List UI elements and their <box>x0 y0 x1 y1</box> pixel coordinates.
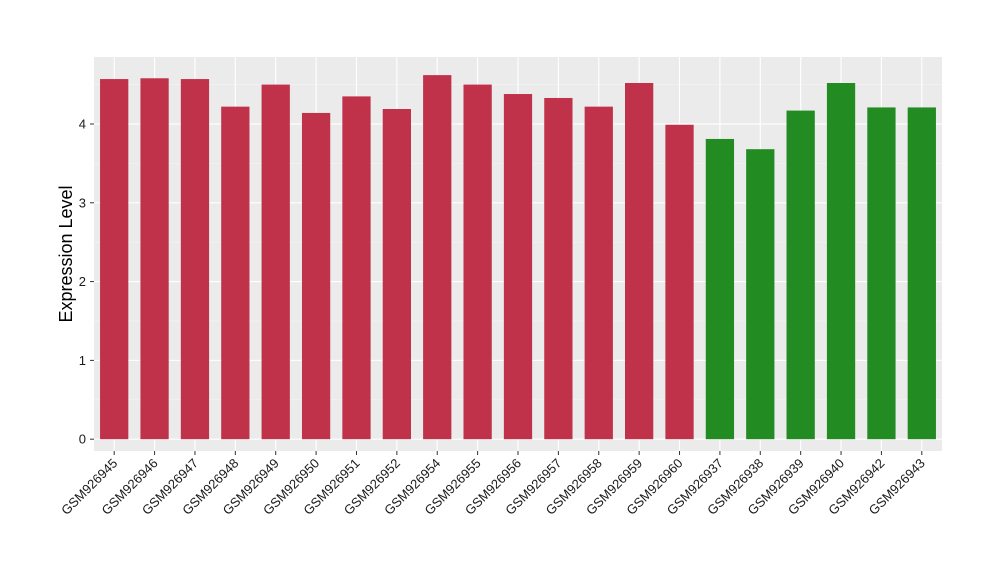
bar-GSM926939 <box>786 110 815 440</box>
bar-GSM926957 <box>544 97 573 440</box>
bar-GSM926960 <box>665 124 694 440</box>
bar-GSM926950 <box>301 112 331 440</box>
x-axis: GSM926945GSM926946GSM926947GSM926948GSM9… <box>58 451 928 518</box>
bars-layer <box>100 75 936 440</box>
bar-GSM926948 <box>221 106 250 440</box>
y-tick-label: 1 <box>79 353 86 368</box>
bar-GSM926951 <box>342 96 371 440</box>
bar-GSM926946 <box>140 78 169 440</box>
bar-GSM926955 <box>463 84 492 440</box>
bar-GSM926954 <box>423 75 452 440</box>
bar-GSM926959 <box>625 83 654 440</box>
bar-GSM926942 <box>867 107 896 440</box>
bar-GSM926943 <box>907 107 936 440</box>
bar-GSM926937 <box>705 138 735 440</box>
y-axis-label: Expression Level <box>56 185 76 322</box>
y-tick-label: 4 <box>79 116 86 131</box>
y-axis: 0 1 2 3 4 <box>79 116 94 447</box>
bar-GSM926958 <box>584 106 613 440</box>
y-tick-label: 3 <box>79 195 86 210</box>
y-tick-label: 2 <box>79 274 86 289</box>
y-tick-label: 0 <box>79 432 86 447</box>
bar-GSM926956 <box>503 94 533 440</box>
bar-GSM926938 <box>746 149 775 440</box>
bar-GSM926945 <box>100 79 129 440</box>
bar-GSM926952 <box>382 109 411 440</box>
bar-GSM926947 <box>180 79 210 440</box>
bar-GSM926940 <box>826 83 856 440</box>
bar-GSM926949 <box>261 84 290 440</box>
